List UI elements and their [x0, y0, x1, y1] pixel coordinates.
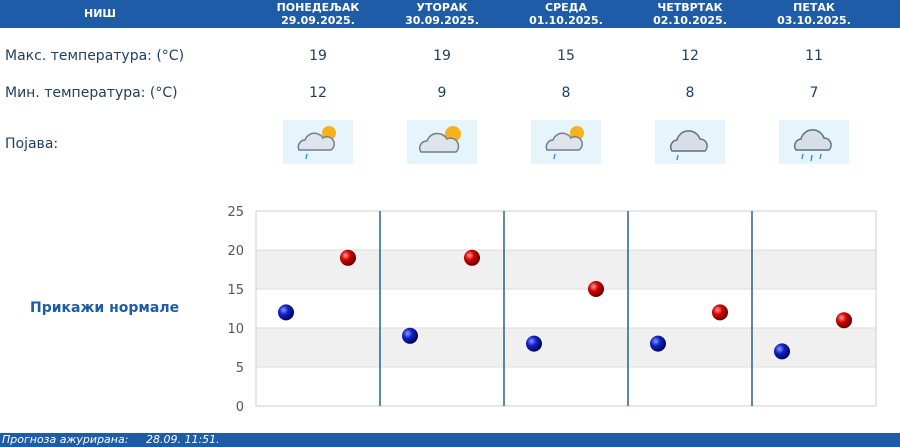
max-temp-value: 15 — [557, 48, 575, 64]
min-temp-value: 8 — [561, 85, 571, 101]
max-temp-point — [588, 281, 604, 297]
min-temp-point — [402, 327, 418, 344]
day-header-1: ПОНЕДЕЉАК 29.09.2025. — [256, 1, 380, 27]
phenomenon-label: Појава: — [5, 136, 59, 152]
max-temp-value: 11 — [805, 48, 823, 64]
day-weekday: ПЕТАК — [793, 1, 835, 14]
day-date: 03.10.2025. — [777, 14, 851, 27]
day-header-2: УТОРАК 30.09.2025. — [380, 1, 504, 27]
y-tick-label: 20 — [227, 244, 244, 259]
y-tick-label: 25 — [227, 205, 244, 220]
forecast-header: НИШ ПОНЕДЕЉАК 29.09.2025. УТОРАК 30.09.2… — [0, 0, 900, 28]
y-tick-label: 0 — [236, 400, 244, 415]
day-date: 30.09.2025. — [405, 14, 479, 27]
day-header-4: ЧЕТВРТАК 02.10.2025. — [628, 1, 752, 27]
chart-band — [256, 328, 876, 367]
y-tick-label: 10 — [227, 322, 244, 337]
day-header-3: СРЕДА 01.10.2025. — [504, 1, 628, 27]
min-temp-value: 8 — [685, 85, 695, 101]
partly-cloudy-light-rain-icon — [283, 120, 353, 164]
max-temp-point — [340, 249, 356, 266]
min-temp-point — [650, 335, 666, 352]
y-tick-label: 15 — [227, 283, 244, 298]
max-temp-value: 19 — [309, 48, 327, 64]
max-temp-point — [712, 304, 728, 321]
max-temp-point — [464, 249, 480, 266]
day-date: 29.09.2025. — [281, 14, 355, 27]
day-weekday: УТОРАК — [416, 1, 468, 14]
day-weekday: СРЕДА — [545, 1, 587, 14]
max-temp-point — [836, 312, 852, 329]
show-normals-link[interactable]: Прикажи нормале — [30, 300, 180, 316]
partly-cloudy-light-rain-icon — [531, 120, 601, 164]
day-weekday: ПОНЕДЕЉАК — [276, 1, 360, 14]
min-temp-point — [774, 343, 790, 360]
forecast-updated-value: 28.09. 11:51. — [146, 433, 220, 446]
min-temp-value: 12 — [309, 85, 327, 101]
min-temp-point — [278, 304, 294, 321]
footer-bar: Прогноза ажурирана: 28.09. 11:51. — [0, 433, 900, 447]
min-temp-value: 9 — [437, 85, 447, 101]
chart-band — [256, 250, 876, 289]
cloudy-rain-icon — [779, 120, 849, 164]
min-temp-value: 7 — [809, 85, 819, 101]
day-header-5: ПЕТАК 03.10.2025. — [752, 1, 876, 27]
min-temp-point — [526, 335, 542, 352]
chart-border — [255, 210, 877, 407]
day-weekday: ЧЕТВРТАК — [657, 1, 723, 14]
forecast-updated-label: Прогноза ажурирана: — [2, 433, 129, 446]
cloudy-light-rain-icon — [655, 120, 725, 164]
partly-cloudy-icon — [407, 120, 477, 164]
day-date: 01.10.2025. — [529, 14, 603, 27]
city-name: НИШ — [83, 7, 116, 20]
min-temp-label: Мин. температура: (°C) — [5, 85, 178, 101]
max-temp-value: 12 — [681, 48, 699, 64]
max-temp-value: 19 — [433, 48, 451, 64]
y-tick-label: 5 — [236, 361, 244, 376]
day-date: 02.10.2025. — [653, 14, 727, 27]
max-temp-label: Макс. температура: (°C) — [5, 48, 185, 64]
